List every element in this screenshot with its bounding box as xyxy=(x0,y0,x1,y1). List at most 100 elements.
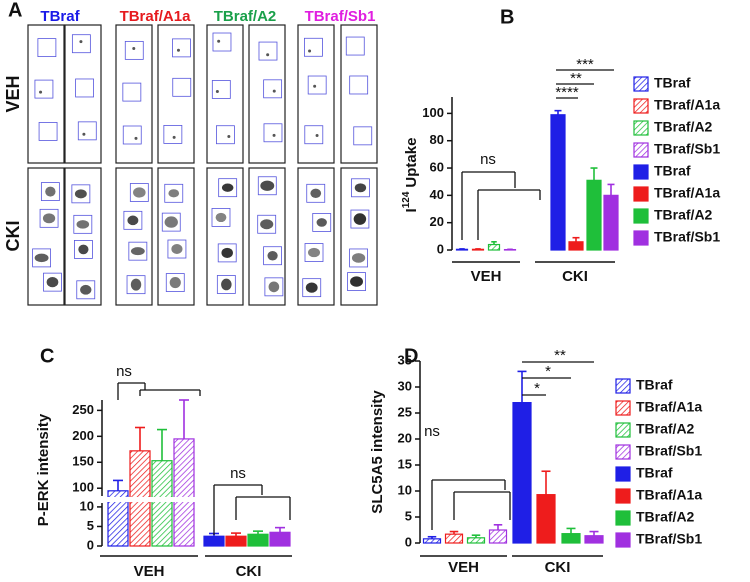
signal-speck xyxy=(272,133,276,137)
roi-box xyxy=(257,214,277,234)
signal-blob xyxy=(305,282,318,293)
panel-label: D xyxy=(404,345,418,367)
legend-label: TBraf/A2 xyxy=(636,509,695,525)
y-tick-label: 0 xyxy=(437,241,444,256)
roi-box xyxy=(263,246,282,266)
annotation: ns xyxy=(116,363,132,380)
legend-swatch xyxy=(633,120,649,136)
roi-box xyxy=(32,248,52,268)
panel-label: B xyxy=(500,6,514,28)
roi-box xyxy=(76,280,96,300)
signal-blob xyxy=(351,253,366,263)
roi-box xyxy=(122,82,142,102)
roi-box xyxy=(216,275,236,294)
panel-label: A xyxy=(8,0,22,21)
roi-box xyxy=(39,208,59,228)
x-category-label: VEH xyxy=(471,268,502,285)
legend-label: TBraf/Sb1 xyxy=(654,229,720,245)
y-tick-label: 0 xyxy=(87,537,94,552)
legend-swatch xyxy=(633,186,649,202)
legend-swatch xyxy=(633,142,649,158)
y-axis-label: I124 Uptake xyxy=(401,138,420,213)
legend-swatch xyxy=(633,208,649,224)
error-bar xyxy=(572,236,580,242)
error-bar xyxy=(517,370,527,403)
legend-label: TBraf/A2 xyxy=(636,421,695,437)
error-bar xyxy=(231,532,241,537)
roi-box xyxy=(349,248,368,268)
legend-label: TBraf/Sb1 xyxy=(636,531,702,547)
legend-swatch xyxy=(615,444,631,460)
y-axis-label: P-ERK intensity xyxy=(35,413,52,526)
signal-blob xyxy=(46,277,59,288)
signal-blob xyxy=(169,276,181,289)
roi-box xyxy=(161,212,181,232)
x-category-label: VEH xyxy=(448,559,479,576)
annotation: ns xyxy=(424,423,440,440)
bar xyxy=(422,538,442,544)
bar xyxy=(225,535,247,547)
legend-swatch xyxy=(615,466,631,482)
roi-box xyxy=(257,176,277,196)
column-label: TBraf/A2 xyxy=(214,8,277,25)
roi-box xyxy=(40,182,60,201)
roi-box xyxy=(71,34,91,54)
error-bar xyxy=(157,428,167,461)
y-tick-label: 60 xyxy=(430,159,444,174)
y-tick-label: 20 xyxy=(430,214,444,229)
error-bar xyxy=(566,527,576,534)
signal-speck xyxy=(132,46,136,50)
legend-label: TBraf/A2 xyxy=(654,207,713,223)
signal-blob xyxy=(260,180,275,191)
y-tick-label: 30 xyxy=(398,378,412,393)
bar xyxy=(466,537,486,544)
bar xyxy=(487,243,501,251)
error-bar xyxy=(491,241,497,245)
roi-box xyxy=(129,183,149,202)
signal-speck xyxy=(176,48,180,52)
error-bar xyxy=(253,530,263,535)
error-bar xyxy=(427,535,437,539)
signal-speck xyxy=(308,49,312,53)
annotation: * xyxy=(534,380,540,397)
signal-blob xyxy=(78,244,89,255)
image-tile xyxy=(27,24,65,164)
error-bar xyxy=(449,530,459,535)
roi-box xyxy=(43,272,62,292)
signal-blob xyxy=(221,247,233,258)
error-bar xyxy=(113,479,123,491)
image-tile xyxy=(115,24,153,164)
roi-box xyxy=(172,38,191,58)
roi-box xyxy=(38,122,58,141)
image-tile xyxy=(157,24,195,164)
legend-label: TBraf/A1a xyxy=(654,185,720,201)
roi-box xyxy=(217,243,237,263)
signal-speck xyxy=(134,136,138,140)
bar xyxy=(550,114,566,251)
y-tick-label: 0 xyxy=(405,534,412,549)
signal-blob xyxy=(267,250,278,261)
roi-box xyxy=(122,125,142,145)
y-tick-label: 100 xyxy=(72,480,94,495)
roi-box xyxy=(218,178,238,198)
roi-box xyxy=(164,183,184,203)
signal-blob xyxy=(171,244,183,254)
roi-box xyxy=(304,37,323,57)
legend-swatch xyxy=(615,422,631,438)
bar xyxy=(269,531,291,547)
error-bar xyxy=(275,526,285,533)
legend-swatch xyxy=(615,400,631,416)
annotation: ** xyxy=(570,70,582,87)
error-bar xyxy=(493,523,503,530)
legend-label: TBraf xyxy=(636,377,673,393)
y-tick-label: 10 xyxy=(398,482,412,497)
signal-blob xyxy=(354,183,367,193)
signal-blob xyxy=(76,220,90,229)
bar xyxy=(603,194,619,251)
x-category-label: CKI xyxy=(562,268,588,285)
bar xyxy=(584,535,604,544)
signal-blob xyxy=(168,189,180,198)
roi-box xyxy=(71,184,91,204)
signal-blob xyxy=(260,219,274,230)
roi-box xyxy=(124,40,144,60)
